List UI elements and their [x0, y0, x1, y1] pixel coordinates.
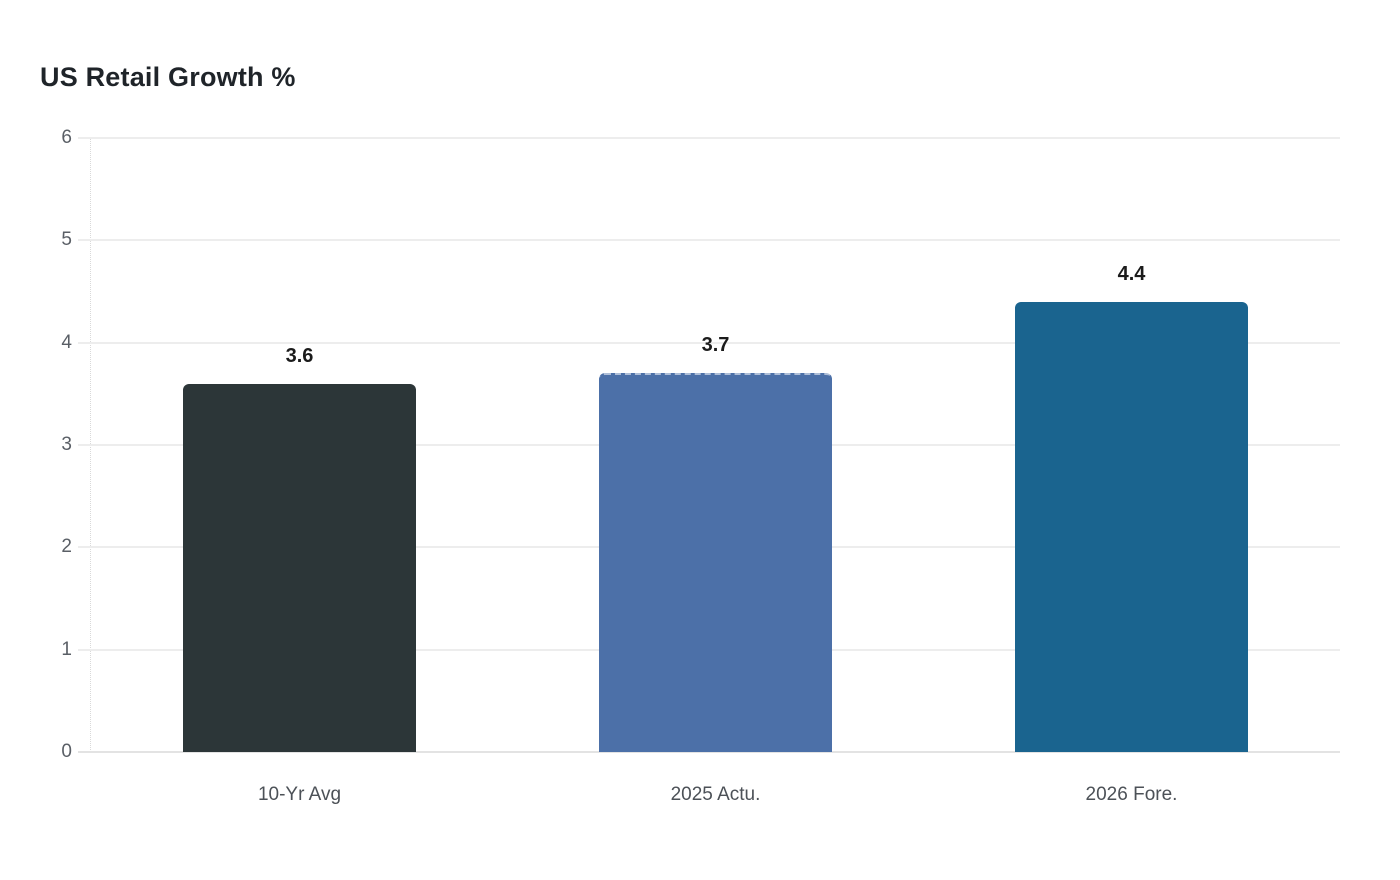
y-axis-tick-label: 6: [61, 127, 72, 148]
bar-value-label: 4.4: [1117, 262, 1146, 285]
gridline-y6: [78, 137, 1340, 139]
x-axis-category-label: 2026 Fore.: [1085, 784, 1178, 805]
y-axis-tick-label: 1: [61, 638, 72, 660]
gridline-y5: [78, 239, 1340, 242]
y-axis-tick-label: 0: [61, 741, 72, 762]
bar-2026-fore-: [1015, 301, 1248, 752]
chart-title: US Retail Growth %: [40, 62, 296, 92]
bar-2025-actu-: [599, 373, 832, 752]
bar-value-label: 3.6: [285, 344, 314, 367]
x-axis-category-label: 2025 Actu.: [670, 784, 761, 805]
gridline-y4: [78, 341, 1340, 344]
gridline-y0: [78, 751, 1340, 753]
x-axis-category-label: 10-Yr Avg: [257, 784, 342, 805]
bar-value-label: 3.7: [701, 334, 730, 357]
y-axis-tick-label: 4: [61, 331, 72, 353]
y-axis-tick-label: 3: [61, 434, 72, 455]
y-axis-tick-label: 5: [61, 229, 72, 251]
bar-10-yr-avg: [183, 383, 416, 752]
y-axis-tick-label: 2: [61, 536, 72, 558]
